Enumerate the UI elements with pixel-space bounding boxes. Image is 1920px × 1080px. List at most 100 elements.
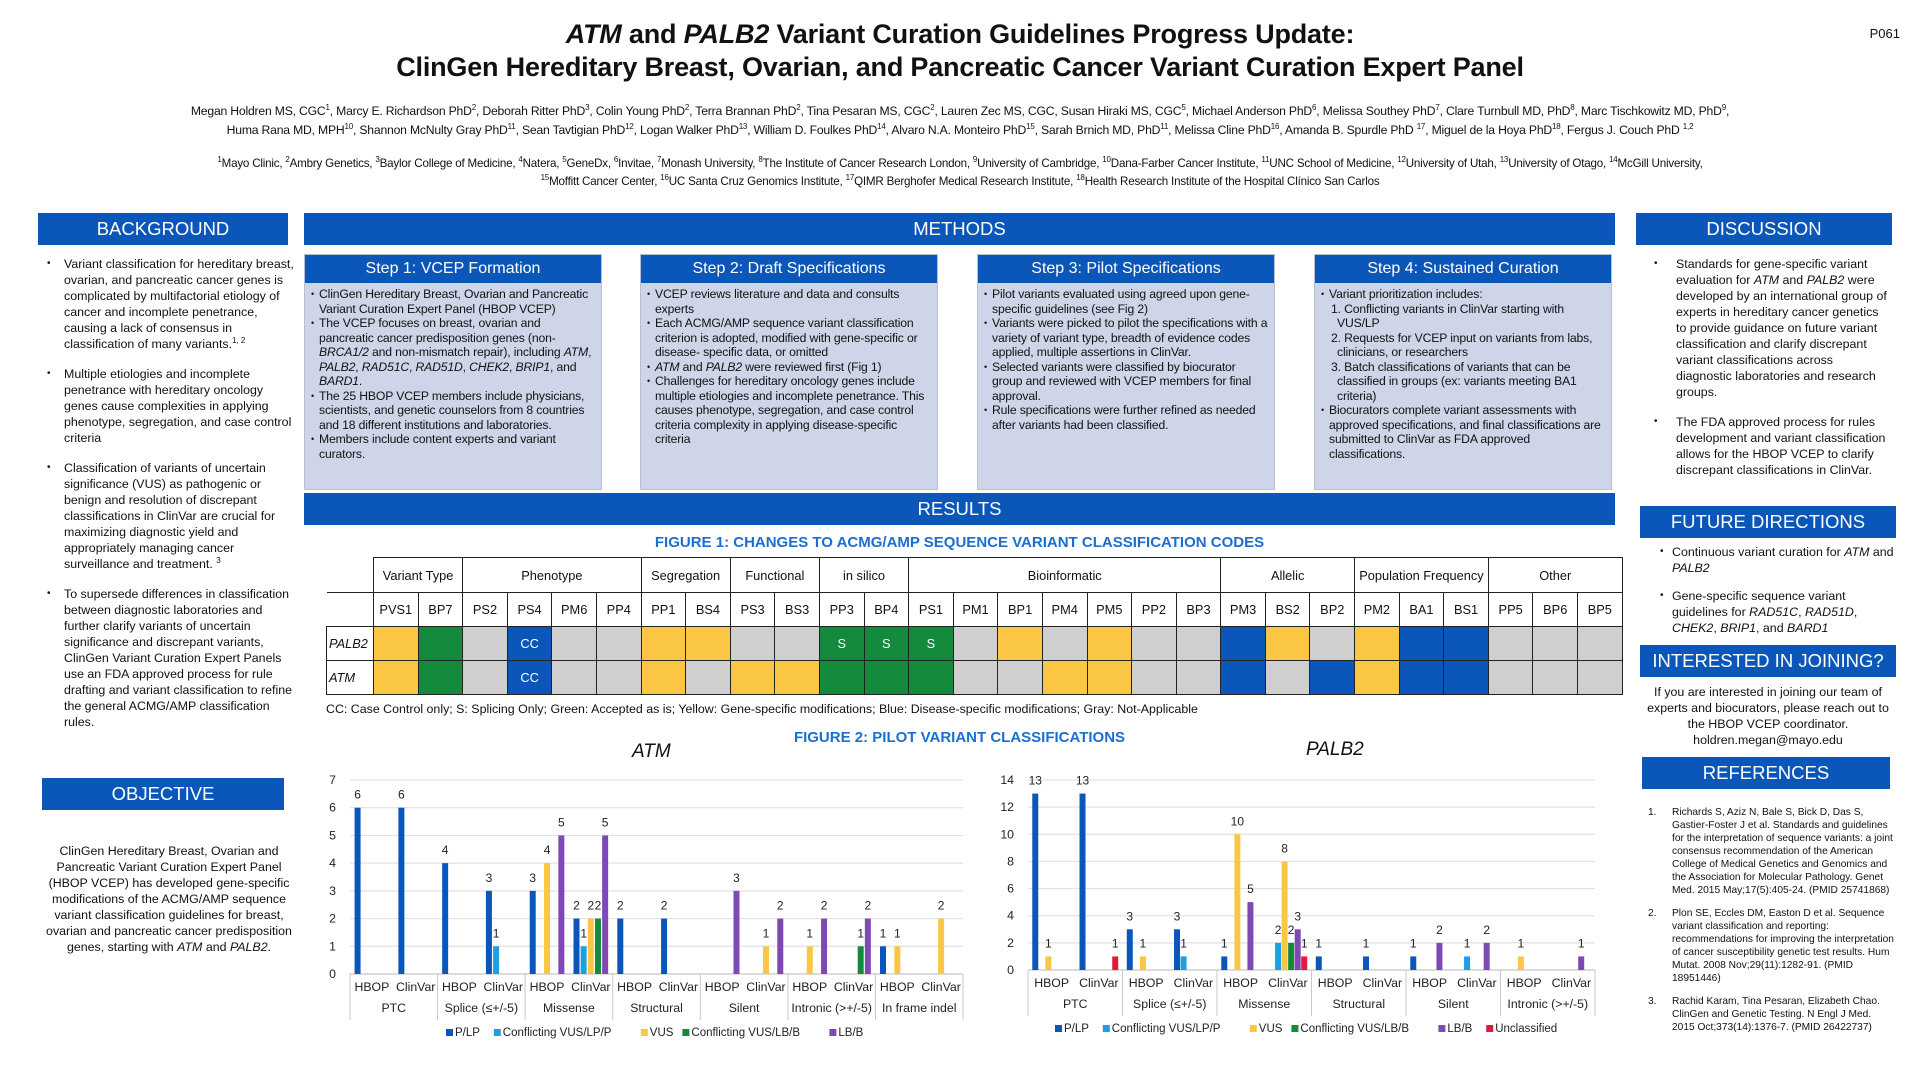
- step-title: Step 4: Sustained Curation: [1315, 255, 1611, 283]
- code-cell: [774, 660, 820, 695]
- author-affiliation-number: 8: [1570, 102, 1575, 112]
- code-header: PM6: [551, 592, 597, 627]
- code-cell: [417, 626, 464, 661]
- code-header: BS2: [1264, 592, 1311, 627]
- author-affiliation-number: 17: [1416, 121, 1426, 131]
- bar-p-lp: [1079, 793, 1086, 970]
- code-header: BA1: [1398, 592, 1445, 627]
- bar-value-label: 1: [1140, 936, 1147, 950]
- code-header: PS3: [729, 592, 776, 627]
- reference-text: Rachid Karam, Tina Pesaran, Elizabeth Ch…: [1672, 996, 1880, 1033]
- step-bullet: Rule specifications were further refined…: [984, 403, 1268, 432]
- step-body: ClinGen Hereditary Breast, Ovarian and P…: [305, 283, 601, 461]
- group-label: PTC: [381, 1001, 406, 1015]
- legend-swatch: [1249, 1025, 1257, 1032]
- gene-name: RAD51D: [415, 359, 463, 374]
- bar-vus: [762, 946, 769, 974]
- bar-vus: [1045, 956, 1052, 970]
- code-cell: [1532, 626, 1579, 661]
- code-cell: [1041, 626, 1088, 661]
- bar-value-label: 1: [894, 926, 901, 940]
- bar-lb-b: [777, 918, 784, 974]
- gene-name: BRIP1: [1720, 621, 1757, 635]
- y-tick-label: 6: [1007, 882, 1014, 896]
- y-tick-label: 14: [1000, 773, 1014, 787]
- bar-lb-b: [1247, 902, 1254, 970]
- figure-1-title: FIGURE 1: CHANGES TO ACMG/AMP SEQUENCE V…: [654, 534, 1265, 551]
- group-header: Phenotype: [462, 557, 642, 593]
- bar-value-label: 5: [558, 815, 565, 829]
- subcategory-label: ClinVar: [1552, 976, 1591, 990]
- group-header: Bioinformatic: [908, 557, 1222, 593]
- subcategory-label: ClinVar: [1268, 976, 1307, 990]
- affiliation-number: 17: [845, 173, 855, 183]
- y-tick-label: 4: [329, 856, 336, 870]
- code-cell: [997, 626, 1043, 661]
- bar-vus: [938, 918, 945, 974]
- subcategory-label: ClinVar: [1363, 976, 1402, 990]
- background-list: Variant classification for hereditary br…: [38, 256, 296, 744]
- legend-swatch: [640, 1029, 648, 1036]
- legend-label: LB/B: [1447, 1023, 1472, 1035]
- figure-1-legend: CC: Case Control only; S: Splicing Only;…: [326, 702, 1198, 716]
- y-tick-label: 6: [329, 801, 336, 815]
- references-list: 1. Richards S, Aziz N, Bale S, Bick D, Da…: [1642, 806, 1894, 1044]
- code-cell: [1175, 660, 1222, 695]
- code-header: PM3: [1220, 592, 1266, 627]
- y-tick-label: 2: [1007, 936, 1014, 950]
- bar-p-lp: [354, 807, 361, 974]
- step-title: Step 3: Pilot Specifications: [978, 255, 1274, 283]
- bar-lb-b: [558, 835, 565, 974]
- code-cell: [1487, 660, 1534, 695]
- code-cell: [1220, 626, 1266, 661]
- legend-label: Conflicting VUS/LP/P: [503, 1027, 612, 1039]
- author-affiliation-number: 2: [684, 102, 690, 112]
- subcategory-label: HBOP: [792, 980, 827, 994]
- palb2-chart-title: PALB2: [1306, 739, 1364, 760]
- step-bullet: Selected variants were classified by bio…: [984, 360, 1268, 404]
- title-gene-palb2: PALB2: [683, 19, 770, 49]
- discussion-list: Standards for gene-specific variant eval…: [1640, 256, 1892, 492]
- bar-value-label: 2: [938, 899, 945, 913]
- legend-label: LB/B: [838, 1027, 863, 1039]
- bar-p-lp: [1363, 956, 1370, 970]
- group-label: Structural: [630, 1001, 683, 1015]
- subcategory-label: HBOP: [1129, 976, 1164, 990]
- legend-swatch: [682, 1029, 690, 1036]
- group-label: Structural: [1332, 997, 1385, 1011]
- code-cell: [1175, 626, 1222, 661]
- code-header: BP2: [1309, 592, 1356, 627]
- objective-connector: and: [202, 940, 230, 954]
- group-header: Population Frequency: [1354, 557, 1489, 593]
- gene-name: PALB2: [1672, 561, 1710, 575]
- code-cell: [462, 626, 508, 661]
- affiliations-line-2: 15Moffitt Cancer Center, 16UC Santa Cruz…: [540, 173, 1380, 188]
- code-cell: [952, 626, 999, 661]
- corner-cell: [326, 592, 374, 627]
- group-header: Segregation: [640, 557, 731, 593]
- code-header: PP2: [1131, 592, 1177, 627]
- subcategory-label: HBOP: [1318, 976, 1353, 990]
- code-cell: [729, 660, 776, 695]
- title-line-1: ATM and PALB2 Variant Curation Guideline…: [0, 18, 1920, 51]
- affiliation-number: 1: [217, 155, 222, 165]
- code-cell: [1309, 626, 1356, 661]
- bar-value-label: 1: [1518, 936, 1525, 950]
- objective-text: ClinGen Hereditary Breast, Ovarian and P…: [44, 843, 294, 955]
- gene-name: BRIP1: [515, 359, 551, 374]
- author-affiliation-number: 1,2: [1682, 121, 1694, 131]
- gene-name: PALB2: [1806, 273, 1845, 287]
- background-heading: BACKGROUND: [38, 213, 288, 245]
- subcategory-label: HBOP: [1223, 976, 1258, 990]
- code-cell: [595, 626, 642, 661]
- code-header: PS4: [506, 592, 553, 627]
- code-cell: [1577, 626, 1623, 661]
- author-affiliation-number: 11: [1160, 121, 1169, 131]
- code-header: BP7: [417, 592, 464, 627]
- bar-value-label: 3: [1126, 909, 1133, 923]
- subcategory-label: HBOP: [1412, 976, 1447, 990]
- bar-value-label: 1: [1045, 936, 1052, 950]
- gene-name: RAD51C: [361, 359, 409, 374]
- poster-id: P061: [1869, 26, 1900, 41]
